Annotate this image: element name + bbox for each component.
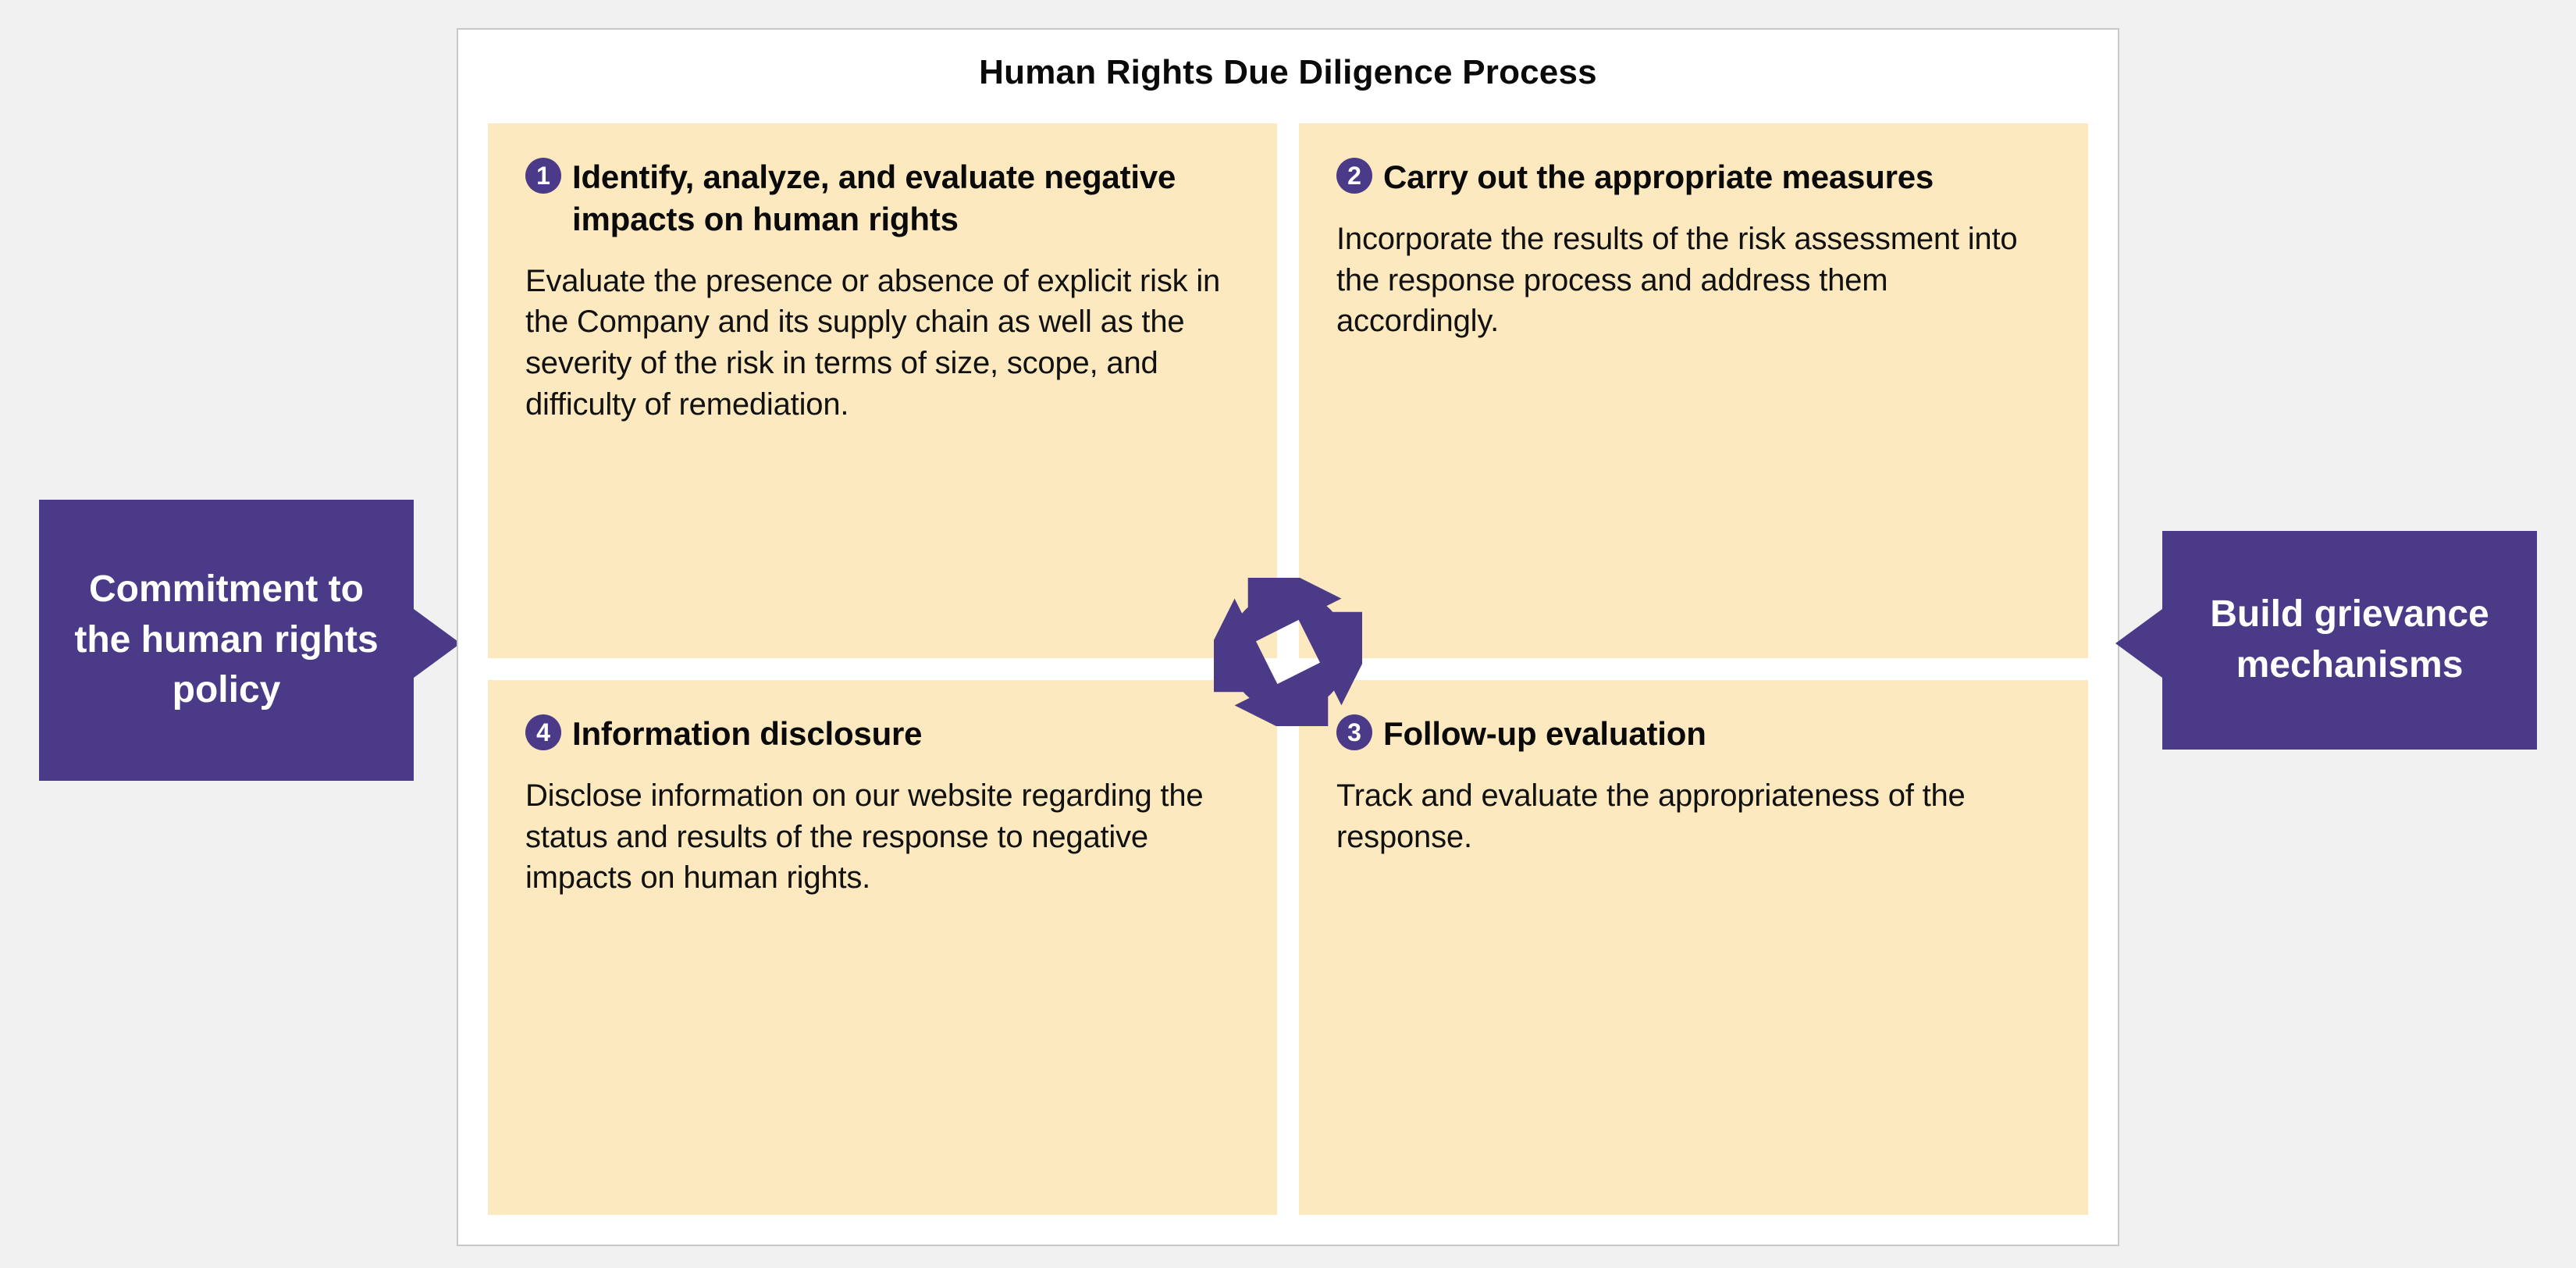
- badge-1: 1: [525, 158, 561, 194]
- grievance-box: Build grievance mechanisms: [2162, 531, 2537, 750]
- cell-2-title: Carry out the appropriate measures: [1383, 156, 1934, 198]
- commitment-box: Commitment to the human rights policy: [39, 500, 414, 781]
- cell-1-title: Identify, analyze, and evaluate negative…: [572, 156, 1240, 240]
- process-panel: Human Rights Due Diligence Process 1 Ide…: [457, 28, 2119, 1246]
- cell-4-heading: 4 Information disclosure: [525, 713, 1240, 755]
- badge-4: 4: [525, 714, 561, 750]
- cycle-arrows-icon: [1214, 578, 1362, 726]
- commitment-box-label: Commitment to the human rights policy: [62, 565, 390, 716]
- cell-4-body: Disclose information on our website rega…: [525, 775, 1240, 899]
- cell-1: 1 Identify, analyze, and evaluate negati…: [488, 123, 1277, 658]
- cell-1-body: Evaluate the presence or absence of expl…: [525, 261, 1240, 426]
- cell-2: 2 Carry out the appropriate measures Inc…: [1299, 123, 2088, 658]
- arrow-from-left: [414, 609, 461, 678]
- cell-2-heading: 2 Carry out the appropriate measures: [1336, 156, 2051, 198]
- cell-3-body: Track and evaluate the appropriateness o…: [1336, 775, 2051, 858]
- cell-3-title: Follow-up evaluation: [1383, 713, 1706, 755]
- cell-3: 3 Follow-up evaluation Track and evaluat…: [1299, 680, 2088, 1215]
- cell-4: 4 Information disclosure Disclose inform…: [488, 680, 1277, 1215]
- cell-4-title: Information disclosure: [572, 713, 922, 755]
- badge-2: 2: [1336, 158, 1372, 194]
- cell-2-body: Incorporate the results of the risk asse…: [1336, 219, 2051, 342]
- cell-1-heading: 1 Identify, analyze, and evaluate negati…: [525, 156, 1240, 240]
- cell-3-heading: 3 Follow-up evaluation: [1336, 713, 2051, 755]
- arrow-from-right: [2115, 609, 2162, 678]
- panel-title: Human Rights Due Diligence Process: [458, 30, 2118, 114]
- grievance-box-label: Build grievance mechanisms: [2186, 589, 2514, 691]
